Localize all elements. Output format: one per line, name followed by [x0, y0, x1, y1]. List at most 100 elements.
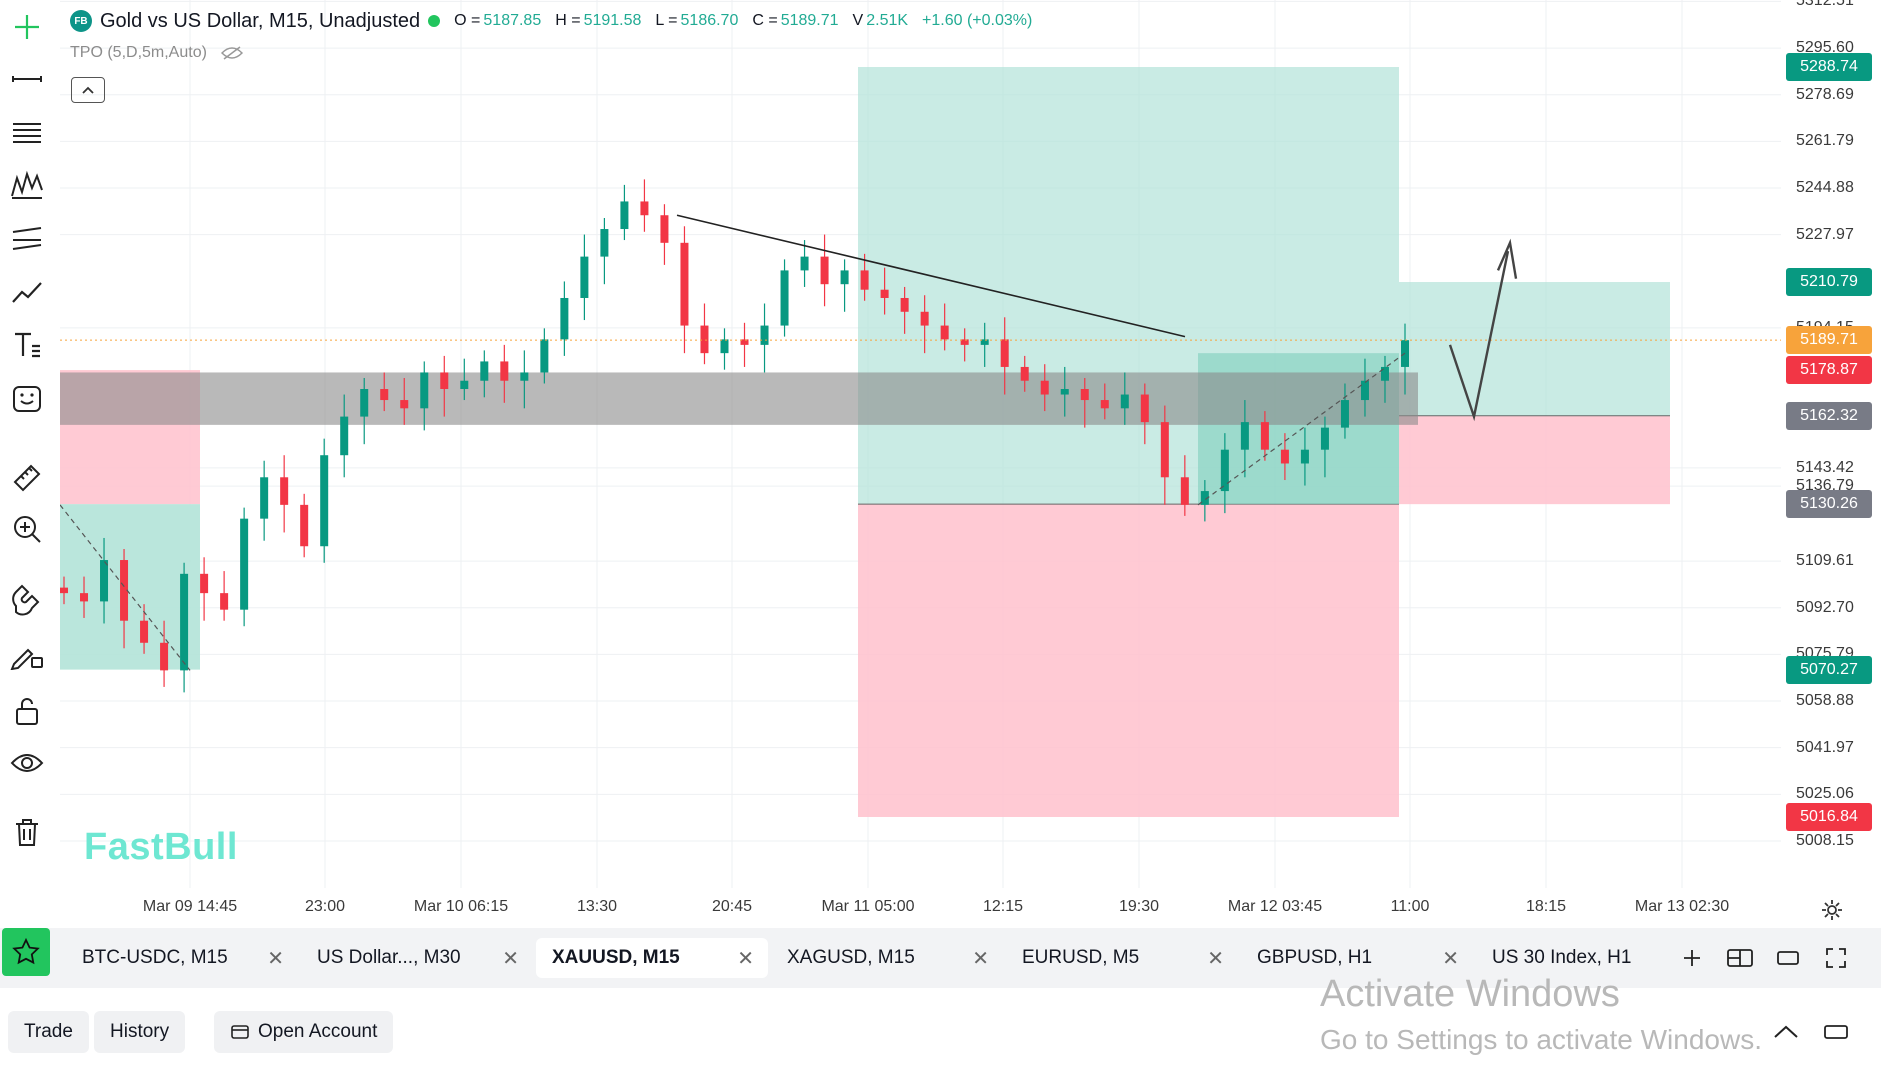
- indicator-name[interactable]: TPO (5,D,5m,Auto): [70, 44, 207, 61]
- time-tick: 18:15: [1525, 898, 1567, 915]
- close-icon[interactable]: ✕: [267, 947, 284, 970]
- history-button[interactable]: History: [94, 1011, 186, 1053]
- candle-body: [100, 560, 109, 602]
- price-tick: 5244.88: [1796, 178, 1854, 196]
- crosshair-tool-icon[interactable]: [6, 6, 48, 48]
- candle-body: [980, 339, 989, 345]
- candle-body: [320, 455, 329, 547]
- candle-body: [780, 270, 789, 326]
- price-chart[interactable]: [60, 0, 1781, 888]
- candle-body: [160, 642, 169, 671]
- candle-body: [960, 339, 969, 345]
- candle-body: [1060, 389, 1069, 395]
- close-icon[interactable]: ✕: [972, 947, 989, 970]
- trade-button[interactable]: Trade: [8, 1011, 89, 1053]
- lock-icon[interactable]: [6, 690, 48, 732]
- text-tool-icon[interactable]: [6, 324, 48, 366]
- forecast-tool-icon[interactable]: [6, 270, 48, 312]
- dashed-line-left: [60, 504, 191, 671]
- tab-eurusd-m5[interactable]: EURUSD, M5 ✕: [1006, 938, 1238, 978]
- symbol-title[interactable]: Gold vs US Dollar, M15, Unadjusted: [100, 9, 421, 32]
- favorites-button[interactable]: [2, 928, 50, 976]
- fullscreen-icon: [1826, 948, 1846, 968]
- price-tick: 5143.42: [1796, 458, 1854, 476]
- plus-icon: [1684, 950, 1700, 966]
- close-icon[interactable]: ✕: [1442, 947, 1459, 970]
- trend-line: [676, 214, 1186, 338]
- price-tick: 5058.88: [1796, 692, 1854, 710]
- tab-xagusd-m15[interactable]: XAGUSD, M15 ✕: [771, 938, 1003, 978]
- time-tick: Mar 09 14:45: [142, 898, 238, 915]
- time-tick: 13:30: [576, 898, 618, 915]
- price-label: 5189.71: [1786, 326, 1872, 355]
- tab-xauusd-m15[interactable]: XAUUSD, M15 ✕: [536, 938, 768, 978]
- expand-panel-button[interactable]: [1770, 1016, 1802, 1048]
- profit-zone-second: [1399, 282, 1670, 416]
- range-zone: [60, 372, 1418, 425]
- candle-body: [640, 201, 649, 216]
- gear-icon: [1822, 900, 1842, 920]
- loss-zone-main: [858, 504, 1399, 817]
- candle-body: [1260, 422, 1269, 450]
- candle-body: [1360, 380, 1369, 401]
- candle-body: [480, 361, 489, 381]
- pattern-tool-icon[interactable]: [6, 164, 48, 206]
- add-tab-button[interactable]: [1676, 942, 1708, 974]
- brush-lock-icon[interactable]: [6, 632, 48, 674]
- trash-icon[interactable]: [6, 811, 48, 853]
- price-axis[interactable]: 5312.51 5295.60 5278.69 5261.79 5244.88 5227.…: [1783, 0, 1881, 888]
- trend-line-tool-icon[interactable]: [6, 58, 48, 100]
- volume-value: 2.51K: [866, 12, 909, 29]
- close-icon[interactable]: ✕: [737, 947, 754, 970]
- price-label: 5016.84: [1786, 803, 1872, 831]
- loss-zone-second: [1399, 415, 1670, 505]
- panel-window-button[interactable]: [1820, 1016, 1852, 1048]
- emoji-tool-icon[interactable]: [6, 378, 48, 420]
- magnet-tool-icon[interactable]: [6, 578, 48, 620]
- candle-body: [60, 587, 68, 594]
- candle-body: [140, 620, 149, 643]
- chart-settings-button[interactable]: [1818, 896, 1846, 924]
- time-tick: 19:30: [1118, 898, 1160, 915]
- candle-body: [1300, 449, 1309, 464]
- candle-body: [1140, 394, 1149, 423]
- fullscreen-button[interactable]: [1820, 942, 1852, 974]
- open-account-button[interactable]: Open Account: [214, 1011, 394, 1053]
- candle-body: [1200, 491, 1209, 505]
- candle-body: [680, 242, 689, 326]
- candle-body: [820, 256, 829, 285]
- window-button[interactable]: [1772, 942, 1804, 974]
- candle-body: [1000, 339, 1009, 367]
- drawing-toolbar: [0, 0, 54, 920]
- candle-body: [440, 372, 449, 390]
- candle-body: [300, 504, 309, 547]
- eye-icon[interactable]: [6, 742, 48, 784]
- price-tick: 5261.79: [1796, 132, 1854, 150]
- tab-us-30-index-h1[interactable]: US 30 Index, H1: [1476, 938, 1666, 978]
- candle-body: [760, 325, 769, 345]
- candle-body: [560, 297, 569, 340]
- collapse-legend-button[interactable]: [71, 77, 105, 103]
- close-icon[interactable]: ✕: [1207, 947, 1224, 970]
- tab-gbpusd-h1[interactable]: GBPUSD, H1 ✕: [1241, 938, 1473, 978]
- tab-us-dollar-m30[interactable]: US Dollar..., M30 ✕: [301, 938, 533, 978]
- zoom-in-icon[interactable]: [6, 508, 48, 550]
- candle-body: [80, 593, 89, 602]
- ruler-tool-icon[interactable]: [6, 456, 48, 498]
- candle-body: [260, 477, 269, 519]
- price-tick: 5008.15: [1796, 831, 1854, 849]
- layout-button[interactable]: [1724, 942, 1756, 974]
- candle-body: [1220, 449, 1229, 492]
- candle-body: [720, 339, 729, 354]
- close-icon[interactable]: ✕: [502, 947, 519, 970]
- channel-tool-icon[interactable]: [6, 218, 48, 260]
- price-label: 5288.74: [1786, 53, 1872, 81]
- time-axis[interactable]: Mar 09 14:45 23:00 Mar 10 06:15 13:30 20:45 M…: [60, 890, 1781, 926]
- tab-btc-usdc-m15[interactable]: BTC-USDC, M15 ✕: [66, 938, 298, 978]
- candle-body: [600, 229, 609, 257]
- chart-canvas[interactable]: [60, 0, 1781, 888]
- fib-tool-icon[interactable]: [6, 112, 48, 154]
- hidden-eye-icon[interactable]: [220, 45, 243, 61]
- candle-body: [360, 389, 369, 417]
- open-label: O =: [454, 12, 481, 29]
